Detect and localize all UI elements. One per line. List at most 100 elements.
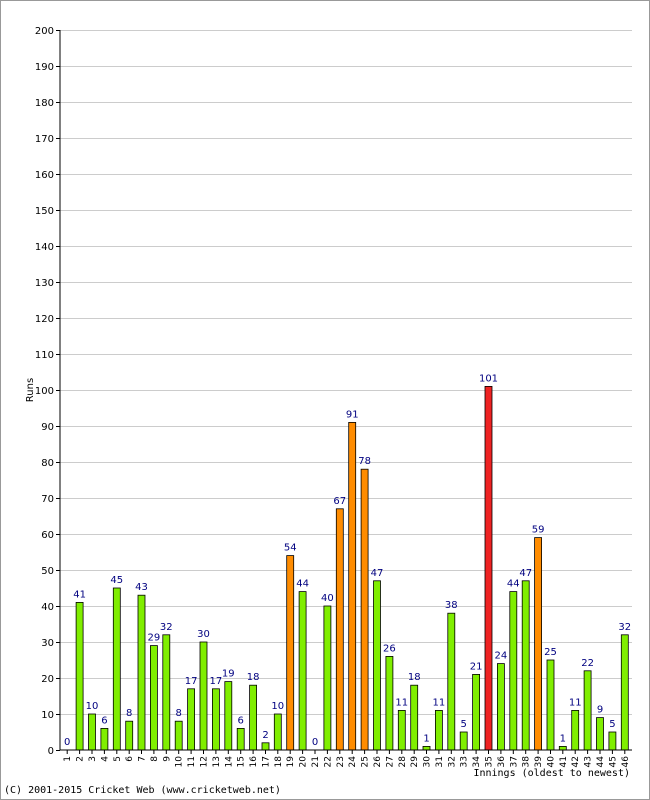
bar: [583, 670, 592, 751]
x-tick-label: 22: [323, 756, 333, 767]
value-label: 6: [238, 715, 244, 726]
y-tick-label: 50: [41, 566, 54, 577]
grid-lines: [60, 30, 632, 715]
x-tick-label: 10: [175, 756, 185, 768]
bar: [298, 591, 307, 751]
bar: [199, 641, 208, 751]
value-label: 25: [544, 647, 557, 658]
value-label: 40: [321, 593, 334, 604]
x-axis-label: Innings (oldest to newest): [473, 768, 630, 779]
x-tick-label: 36: [497, 756, 507, 768]
value-label: 29: [148, 633, 161, 644]
bar: [137, 594, 146, 751]
value-label: 10: [271, 701, 284, 712]
x-tick-label: 14: [224, 756, 234, 768]
bar: [75, 602, 84, 751]
bar: [484, 385, 493, 751]
bar: [261, 742, 270, 751]
x-tick-label: 41: [559, 756, 569, 767]
x-tick-label: 30: [423, 756, 433, 768]
bar: [88, 713, 96, 751]
x-tick-label: 18: [274, 756, 284, 768]
y-tick-label: 160: [35, 170, 54, 181]
x-tick-label: 32: [447, 756, 457, 767]
y-tick-label: 110: [35, 350, 54, 361]
value-label: 5: [609, 719, 615, 730]
x-tick-label: 16: [249, 756, 259, 768]
value-label: 30: [197, 629, 210, 640]
x-tick-label: 12: [200, 756, 210, 767]
x-tick-label: 1: [63, 756, 73, 762]
bars: [75, 385, 629, 751]
value-label: 26: [383, 643, 396, 654]
x-tick-label: 42: [571, 756, 581, 767]
x-tick-label: 2: [76, 756, 86, 762]
value-label: 1: [423, 733, 429, 744]
value-label: 11: [395, 697, 408, 708]
bar: [335, 508, 344, 751]
x-tick-label: 19: [286, 756, 296, 768]
x-tick-label: 38: [522, 756, 532, 768]
x-tick-label: 27: [385, 756, 395, 767]
x-tick-label: 45: [608, 756, 618, 767]
bar: [112, 587, 121, 751]
value-label: 78: [358, 456, 371, 467]
y-axis-ticks: 0 10 20 30 40 50 60 70 80 90 100 110 120 130 140 150 160…: [35, 26, 60, 757]
bar: [174, 720, 183, 751]
y-tick-label: 40: [41, 602, 54, 613]
value-label: 19: [222, 669, 235, 680]
bar: [496, 663, 505, 751]
x-tick-label: 11: [187, 756, 197, 767]
x-tick-label: 40: [547, 756, 557, 768]
x-tick-label: 17: [262, 756, 272, 767]
value-label: 0: [64, 737, 70, 748]
value-label: 59: [532, 525, 545, 536]
y-tick-label: 200: [35, 26, 54, 37]
value-labels: 0411064584329328173017196182105444040679…: [64, 373, 631, 748]
bar: [434, 710, 443, 751]
value-label: 101: [479, 373, 498, 384]
value-label: 11: [433, 697, 446, 708]
bar: [286, 555, 295, 751]
value-label: 32: [160, 622, 173, 633]
x-tick-label: 26: [373, 756, 383, 768]
x-tick-label: 9: [162, 756, 172, 762]
value-label: 43: [135, 582, 148, 593]
x-tick-label: 25: [361, 756, 371, 767]
value-label: 54: [284, 543, 297, 554]
value-label: 47: [519, 568, 532, 579]
bar: [397, 710, 406, 751]
bar: [125, 720, 134, 751]
bar: [459, 731, 468, 751]
y-tick-label: 180: [35, 98, 54, 109]
y-tick-label: 70: [41, 494, 54, 505]
x-axis-ticks: 1 2 3 4 5 6 7 8 9 10 11 12 13 14 15 16 17 18 19 20 21 22 23 24 2…: [63, 750, 631, 767]
value-label: 18: [247, 672, 260, 683]
bar: [534, 537, 542, 751]
bar: [373, 580, 381, 751]
value-label: 0: [312, 737, 318, 748]
y-tick-label: 150: [35, 206, 54, 217]
bar: [100, 728, 109, 751]
bar: [546, 659, 555, 751]
value-label: 1: [560, 733, 566, 744]
value-label: 44: [507, 579, 520, 590]
value-label: 6: [101, 715, 107, 726]
value-label: 44: [296, 579, 309, 590]
bar: [273, 713, 282, 751]
y-tick-label: 120: [35, 314, 54, 325]
y-tick-label: 0: [48, 746, 54, 757]
bar: [149, 645, 158, 751]
x-tick-label: 31: [435, 756, 445, 767]
x-tick-label: 7: [138, 756, 148, 762]
x-tick-label: 34: [472, 756, 482, 768]
x-tick-label: 23: [336, 756, 346, 767]
bar: [323, 605, 332, 751]
y-tick-label: 130: [35, 278, 54, 289]
value-label: 22: [581, 658, 594, 669]
copyright-text: (C) 2001-2015 Cricket Web (www.cricketwe…: [4, 785, 281, 796]
value-label: 18: [408, 672, 421, 683]
bar: [249, 684, 258, 751]
x-tick-label: 37: [509, 756, 519, 767]
